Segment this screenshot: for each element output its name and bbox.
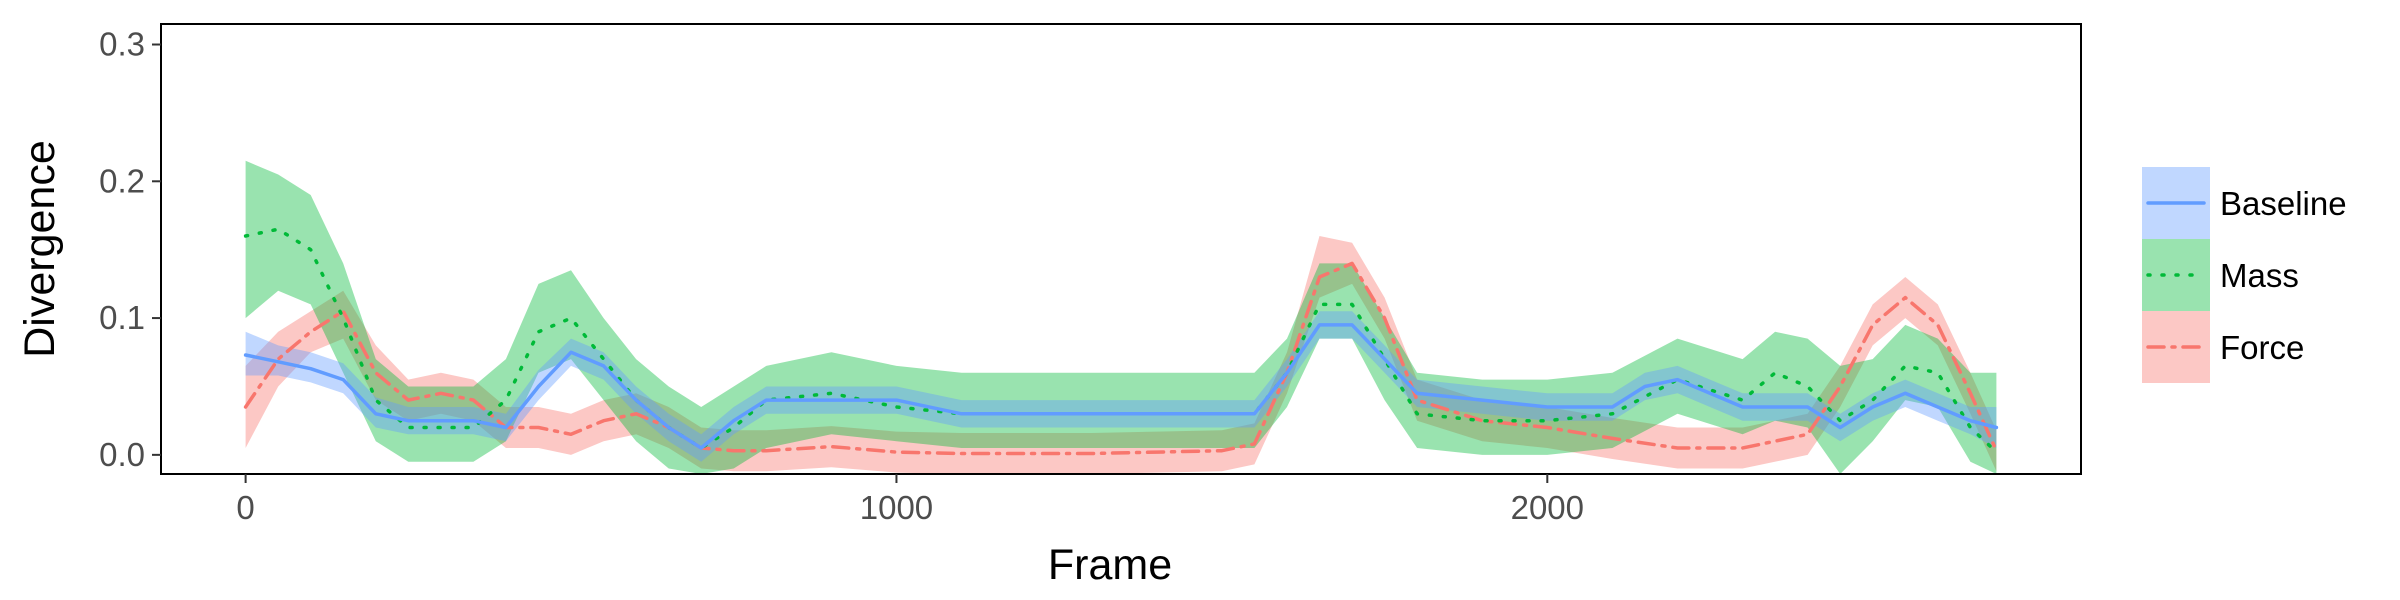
x-tick-label: 1000 xyxy=(860,489,933,526)
series-lines xyxy=(243,227,1999,456)
y-tick-label: 0.1 xyxy=(99,299,145,336)
legend: Baseline Mass Force xyxy=(2142,167,2347,383)
y-tick-label: 0.2 xyxy=(99,162,145,199)
y-axis: 0.0 0.1 0.2 0.3 xyxy=(99,26,161,473)
x-axis: 0 1000 2000 xyxy=(236,474,1584,526)
x-tick-label: 0 xyxy=(236,489,254,526)
band-force xyxy=(245,236,1997,474)
confidence-bands xyxy=(245,160,1997,474)
x-tick-label: 2000 xyxy=(1511,489,1584,526)
legend-item-baseline: Baseline xyxy=(2142,167,2347,239)
line-baseline xyxy=(243,323,1999,450)
legend-item-mass: Mass xyxy=(2142,239,2299,311)
y-tick-label: 0.3 xyxy=(99,26,145,63)
legend-item-force: Force xyxy=(2142,311,2304,383)
line-force xyxy=(243,261,1999,456)
band-mass xyxy=(245,160,1997,474)
legend-label-baseline: Baseline xyxy=(2220,185,2347,222)
legend-label-mass: Mass xyxy=(2220,257,2299,294)
legend-label-force: Force xyxy=(2220,329,2304,366)
y-tick-label: 0.0 xyxy=(99,436,145,473)
band-baseline xyxy=(245,311,1997,462)
plot-panel-border xyxy=(160,23,2082,475)
y-axis-title: Divergence xyxy=(16,140,64,358)
x-axis-title: Frame xyxy=(1048,541,1172,589)
